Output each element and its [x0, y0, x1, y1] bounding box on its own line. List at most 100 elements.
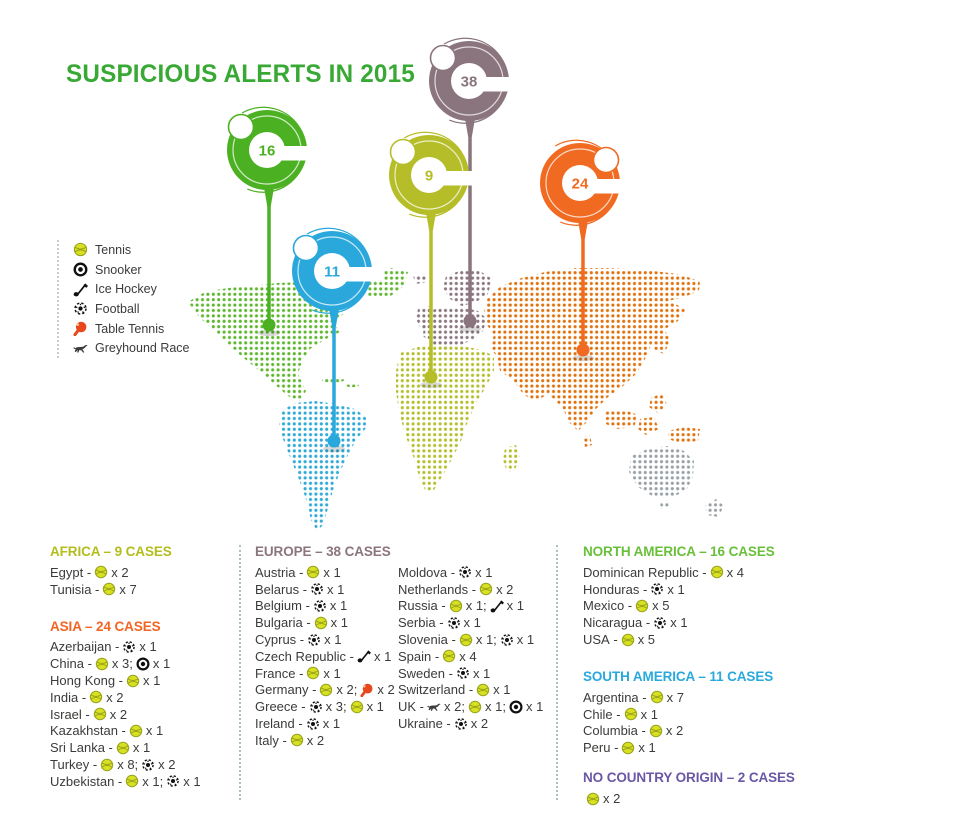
legend-item-tennis: Tennis	[73, 240, 190, 260]
country-row: Mexico - x 5	[583, 598, 823, 615]
count-label: x 7	[119, 581, 137, 597]
column-divider	[556, 545, 558, 800]
tennis-icon	[476, 683, 490, 697]
item-separator: ;	[342, 699, 347, 715]
column-divider	[239, 545, 241, 800]
marker-bubble	[292, 234, 320, 262]
tennis-icon	[100, 758, 114, 772]
ice-hockey-icon	[73, 282, 95, 297]
dash: -	[447, 564, 456, 580]
dash: -	[610, 740, 619, 756]
count-label: x 1	[145, 723, 164, 739]
country-label: Italy	[255, 732, 279, 748]
tennis-icon	[621, 741, 635, 755]
country-label: Netherlands	[398, 581, 469, 597]
dash: -	[114, 773, 123, 789]
dash: -	[302, 615, 311, 631]
marker-11-pin: 11	[285, 227, 384, 453]
country-row: Dominican Republic - x 4	[583, 564, 823, 581]
country-row: Bulgaria - x 1	[255, 614, 398, 631]
dash: -	[612, 706, 621, 722]
country-row: Russia -x 1; x 1	[398, 598, 548, 615]
continent-australia	[629, 446, 694, 498]
tennis-icon	[73, 242, 95, 257]
region-japan	[653, 330, 671, 354]
count-label: x 1	[324, 632, 342, 648]
football-icon	[306, 717, 320, 731]
country-label: Azerbaijan	[50, 639, 112, 655]
section-title-no-country: NO COUNTRY ORIGIN – 2 CASES	[583, 770, 795, 786]
count-label: x 1	[475, 632, 494, 648]
section-title-north-america: NORTH AMERICA – 16 CASES	[583, 544, 775, 559]
football-icon	[653, 616, 667, 630]
marker-count: 24	[572, 176, 589, 193]
dash: -	[698, 564, 707, 580]
football-icon	[650, 582, 664, 596]
country-row: China - x 3; x 1	[50, 655, 235, 672]
marker-bubble	[227, 113, 255, 141]
country-label: UK	[398, 699, 417, 715]
count-label: x 1	[475, 564, 493, 580]
count-label: x 1	[366, 699, 384, 715]
count-label: x 1	[670, 615, 688, 631]
region-indonesia	[604, 409, 638, 429]
country-label: Hong Kong	[50, 673, 116, 689]
tennis-icon	[635, 599, 649, 613]
country-label: Israel	[50, 706, 82, 722]
dash: -	[638, 689, 647, 705]
football-icon	[313, 599, 327, 613]
country-row: Moldova - x 1	[398, 564, 548, 581]
dash: -	[346, 648, 354, 664]
region-borneo	[638, 417, 659, 435]
dash: -	[642, 615, 651, 631]
legend-label: Snooker	[95, 262, 142, 277]
count-label: x 1	[323, 564, 341, 580]
country-row: Israel - x 2	[50, 706, 235, 723]
country-label: Sri Lanka	[50, 740, 105, 756]
tennis-icon	[479, 582, 493, 596]
count-label: x 2	[665, 723, 684, 739]
marker-count: 16	[259, 143, 276, 160]
count-label: x 2	[336, 682, 354, 698]
tennis-icon	[116, 741, 130, 755]
country-row: Serbia - x 1	[398, 614, 548, 631]
country-row: Egypt - x 2	[50, 564, 235, 581]
region-new-guinea	[668, 427, 700, 443]
legend-item-ice-hockey: Ice Hockey	[73, 279, 190, 299]
marker-38-pin: 38	[422, 37, 521, 333]
dash: -	[295, 564, 304, 580]
count-label: x 3	[325, 699, 343, 715]
marker-bubble	[429, 44, 457, 72]
country-row: Spain - x 4	[398, 648, 548, 665]
dash: -	[115, 673, 124, 689]
dash: -	[416, 699, 425, 715]
tennis-icon	[89, 690, 103, 704]
marker-count: 9	[425, 168, 433, 185]
country-label: India	[50, 689, 79, 705]
snooker-icon	[509, 700, 523, 714]
dash: -	[111, 639, 120, 655]
country-row: Hong Kong - x 1	[50, 672, 235, 689]
country-row: Uzbekistan -x 1; x 1	[50, 773, 235, 790]
count-label: x 5	[637, 632, 656, 648]
caribbean-islands-2	[345, 382, 359, 388]
dash: -	[444, 665, 453, 681]
table-tennis-icon	[360, 683, 374, 697]
country-label: Serbia	[398, 615, 436, 631]
section-title-europe: EUROPE – 38 CASES	[255, 544, 391, 559]
count-label: x 1	[525, 699, 544, 715]
country-label: Ukraine	[398, 716, 443, 732]
football-icon	[458, 565, 472, 579]
country-label: Austria	[255, 564, 296, 580]
count-label: x 1	[329, 598, 348, 614]
continent-asia	[484, 268, 700, 431]
dash: -	[294, 716, 303, 732]
country-row: Columbia - x 2	[583, 723, 823, 740]
tennis-icon	[319, 683, 333, 697]
country-row: Germany -x 2; x 2	[255, 682, 398, 699]
dash: -	[442, 716, 451, 732]
country-label: Moldova	[398, 564, 448, 580]
country-row: Chile - x 1	[583, 706, 823, 723]
tennis-icon	[93, 707, 107, 721]
